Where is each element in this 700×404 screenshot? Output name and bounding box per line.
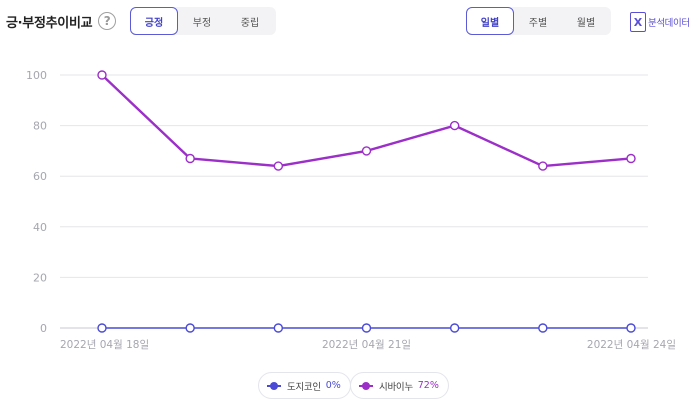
tab-monthly[interactable]: 월별 xyxy=(576,17,596,29)
legend-name: 도지코인 xyxy=(287,381,321,393)
data-point xyxy=(97,70,107,80)
tab-weekly[interactable]: 주별 xyxy=(528,17,548,29)
legend-swatch-dogecoin xyxy=(267,381,281,391)
tab-negative[interactable]: 부정 xyxy=(192,17,212,29)
y-tick-label: 60 xyxy=(33,170,47,183)
y-tick-label: 0 xyxy=(40,322,47,335)
y-tick-label: 80 xyxy=(33,120,47,133)
data-point xyxy=(185,323,195,333)
help-icon[interactable]: ? xyxy=(98,12,117,30)
sentiment-toggle: 긍정 부정 중립 xyxy=(130,7,276,35)
y-tick-label: 100 xyxy=(26,69,47,82)
data-point xyxy=(361,146,372,156)
data-point xyxy=(273,323,284,333)
excel-icon: X xyxy=(630,12,646,32)
legend-percent: 0% xyxy=(325,380,341,391)
data-point xyxy=(538,323,548,333)
y-tick-label: 40 xyxy=(33,221,47,234)
legend-item-dogecoin[interactable]: 도지코인 0% xyxy=(258,372,351,399)
x-tick-label: 2022년 04월 21일 xyxy=(322,338,411,351)
legend-item-shiba-inu[interactable]: 시바이누 72% xyxy=(350,372,449,399)
data-point xyxy=(626,153,636,164)
y-tick-label: 20 xyxy=(33,271,47,284)
data-point xyxy=(538,161,548,171)
data-point xyxy=(97,323,107,333)
data-point xyxy=(449,120,460,131)
tab-positive[interactable]: 긍정 xyxy=(130,7,178,35)
data-point xyxy=(361,323,372,333)
data-point xyxy=(626,323,636,333)
analysis-data-button[interactable]: X 분석데이터 xyxy=(630,12,690,32)
legend-percent: 72% xyxy=(417,380,439,391)
legend-name: 시바이누 xyxy=(379,381,413,393)
tab-daily[interactable]: 일별 xyxy=(466,7,514,35)
data-point xyxy=(185,153,195,164)
chart-title-bar: 긍·부정추이비교 ? xyxy=(6,10,117,32)
tab-neutral[interactable]: 중립 xyxy=(240,17,260,29)
data-point xyxy=(449,323,460,333)
analysis-data-label: 분석데이터 xyxy=(648,18,690,29)
legend-swatch-shiba-inu xyxy=(359,381,373,391)
x-tick-label: 2022년 04월 24일 xyxy=(587,338,676,351)
sentiment-trend-chart: 0 20 40 60 80 100 2022년 04월 18일 2022년 04월 21일 20… xyxy=(26,69,676,351)
data-point xyxy=(273,161,284,171)
page-title: 긍·부정추이비교 xyxy=(6,15,93,31)
period-toggle: 일별 주별 월별 xyxy=(466,7,611,35)
x-tick-label: 2022년 04월 18일 xyxy=(60,338,149,351)
